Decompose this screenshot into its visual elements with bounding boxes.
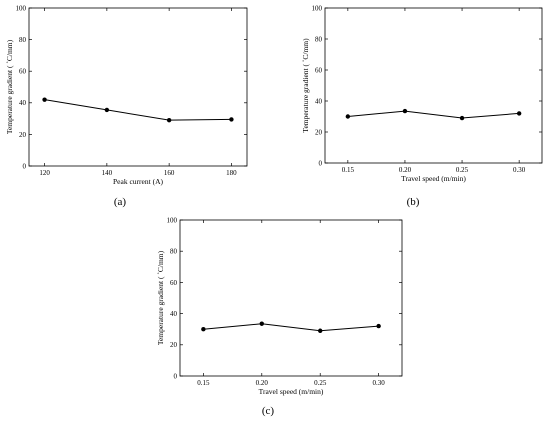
x-tick-label: 0.30 bbox=[513, 166, 526, 174]
y-axis-title: Temperature gradient ( ˚C/mm) bbox=[156, 250, 165, 345]
x-tick-label: 0.15 bbox=[342, 166, 355, 174]
y-tick-label: 60 bbox=[19, 68, 27, 76]
y-tick-label: 0 bbox=[23, 162, 27, 170]
data-point bbox=[459, 115, 465, 121]
series-line bbox=[203, 323, 379, 332]
x-tick-label: 160 bbox=[164, 169, 175, 177]
y-tick-label: 0 bbox=[319, 159, 323, 167]
y-tick-label: 100 bbox=[16, 4, 27, 12]
data-point bbox=[318, 328, 323, 333]
y-tick-label: 80 bbox=[170, 248, 178, 256]
data-point bbox=[345, 114, 351, 119]
x-tick-label: 0.30 bbox=[373, 379, 386, 387]
y-tick-label: 100 bbox=[312, 4, 323, 12]
chart-panel-b: 0 20 40 60 80 100 0.15 0.20 0.25 0.30 Travel speed… bbox=[301, 4, 543, 208]
y-tick-label: 80 bbox=[19, 36, 27, 44]
x-tick-label: 0.20 bbox=[256, 379, 269, 387]
x-tick-label: 120 bbox=[39, 169, 50, 177]
data-point bbox=[201, 327, 206, 332]
y-tick-label: 60 bbox=[315, 66, 323, 74]
y-tick-label: 40 bbox=[315, 97, 323, 105]
x-tick-label: 0.15 bbox=[197, 379, 210, 387]
y-axis-title: Temperature gradient ( ˚C/mm) bbox=[5, 39, 14, 134]
data-point bbox=[259, 321, 264, 326]
data-point bbox=[376, 323, 381, 329]
series-line bbox=[347, 110, 520, 119]
y-axis-title: Temperature gradient ( ˚C/mm) bbox=[301, 38, 310, 133]
panel-label: (c) bbox=[262, 405, 275, 417]
plot-frame bbox=[324, 7, 543, 164]
x-tick-label: 0.25 bbox=[456, 166, 469, 174]
data-point bbox=[42, 97, 47, 102]
x-tick-label: 140 bbox=[102, 169, 113, 177]
chart-panel-c: 0 20 40 60 80 100 0.15 0.20 0.25 0.30 Travel speed… bbox=[156, 216, 403, 417]
x-tick-label: 0.25 bbox=[314, 379, 327, 387]
data-point bbox=[104, 107, 110, 113]
panel-label: (a) bbox=[114, 196, 127, 208]
data-point bbox=[229, 117, 234, 122]
x-axis-title: Peak current (A) bbox=[113, 177, 163, 186]
y-tick-label: 100 bbox=[167, 216, 178, 224]
plot-frame bbox=[179, 219, 403, 377]
y-tick-label: 80 bbox=[315, 35, 323, 43]
plot-frame bbox=[28, 7, 248, 167]
y-tick-label: 40 bbox=[19, 99, 27, 107]
y-tick-label: 60 bbox=[170, 279, 178, 287]
x-tick-label: 180 bbox=[226, 169, 237, 177]
x-axis-title: Travel speed (m/min) bbox=[401, 174, 466, 183]
y-tick-label: 20 bbox=[170, 341, 178, 349]
chart-panel-a: 0 20 40 60 80 100 120 140 160 180 Peak current (A)… bbox=[5, 4, 248, 208]
y-tick-label: 0 bbox=[174, 372, 178, 380]
data-point bbox=[516, 111, 522, 116]
y-tick-label: 20 bbox=[315, 128, 323, 136]
y-tick-label: 40 bbox=[170, 310, 178, 318]
y-tick-label: 20 bbox=[19, 131, 27, 139]
x-tick-label: 0.20 bbox=[399, 166, 412, 174]
x-axis-title: Travel speed (m/min) bbox=[259, 387, 324, 396]
data-point bbox=[402, 108, 408, 114]
data-point bbox=[166, 117, 172, 123]
panel-label: (b) bbox=[407, 196, 420, 208]
series-line bbox=[44, 99, 232, 121]
